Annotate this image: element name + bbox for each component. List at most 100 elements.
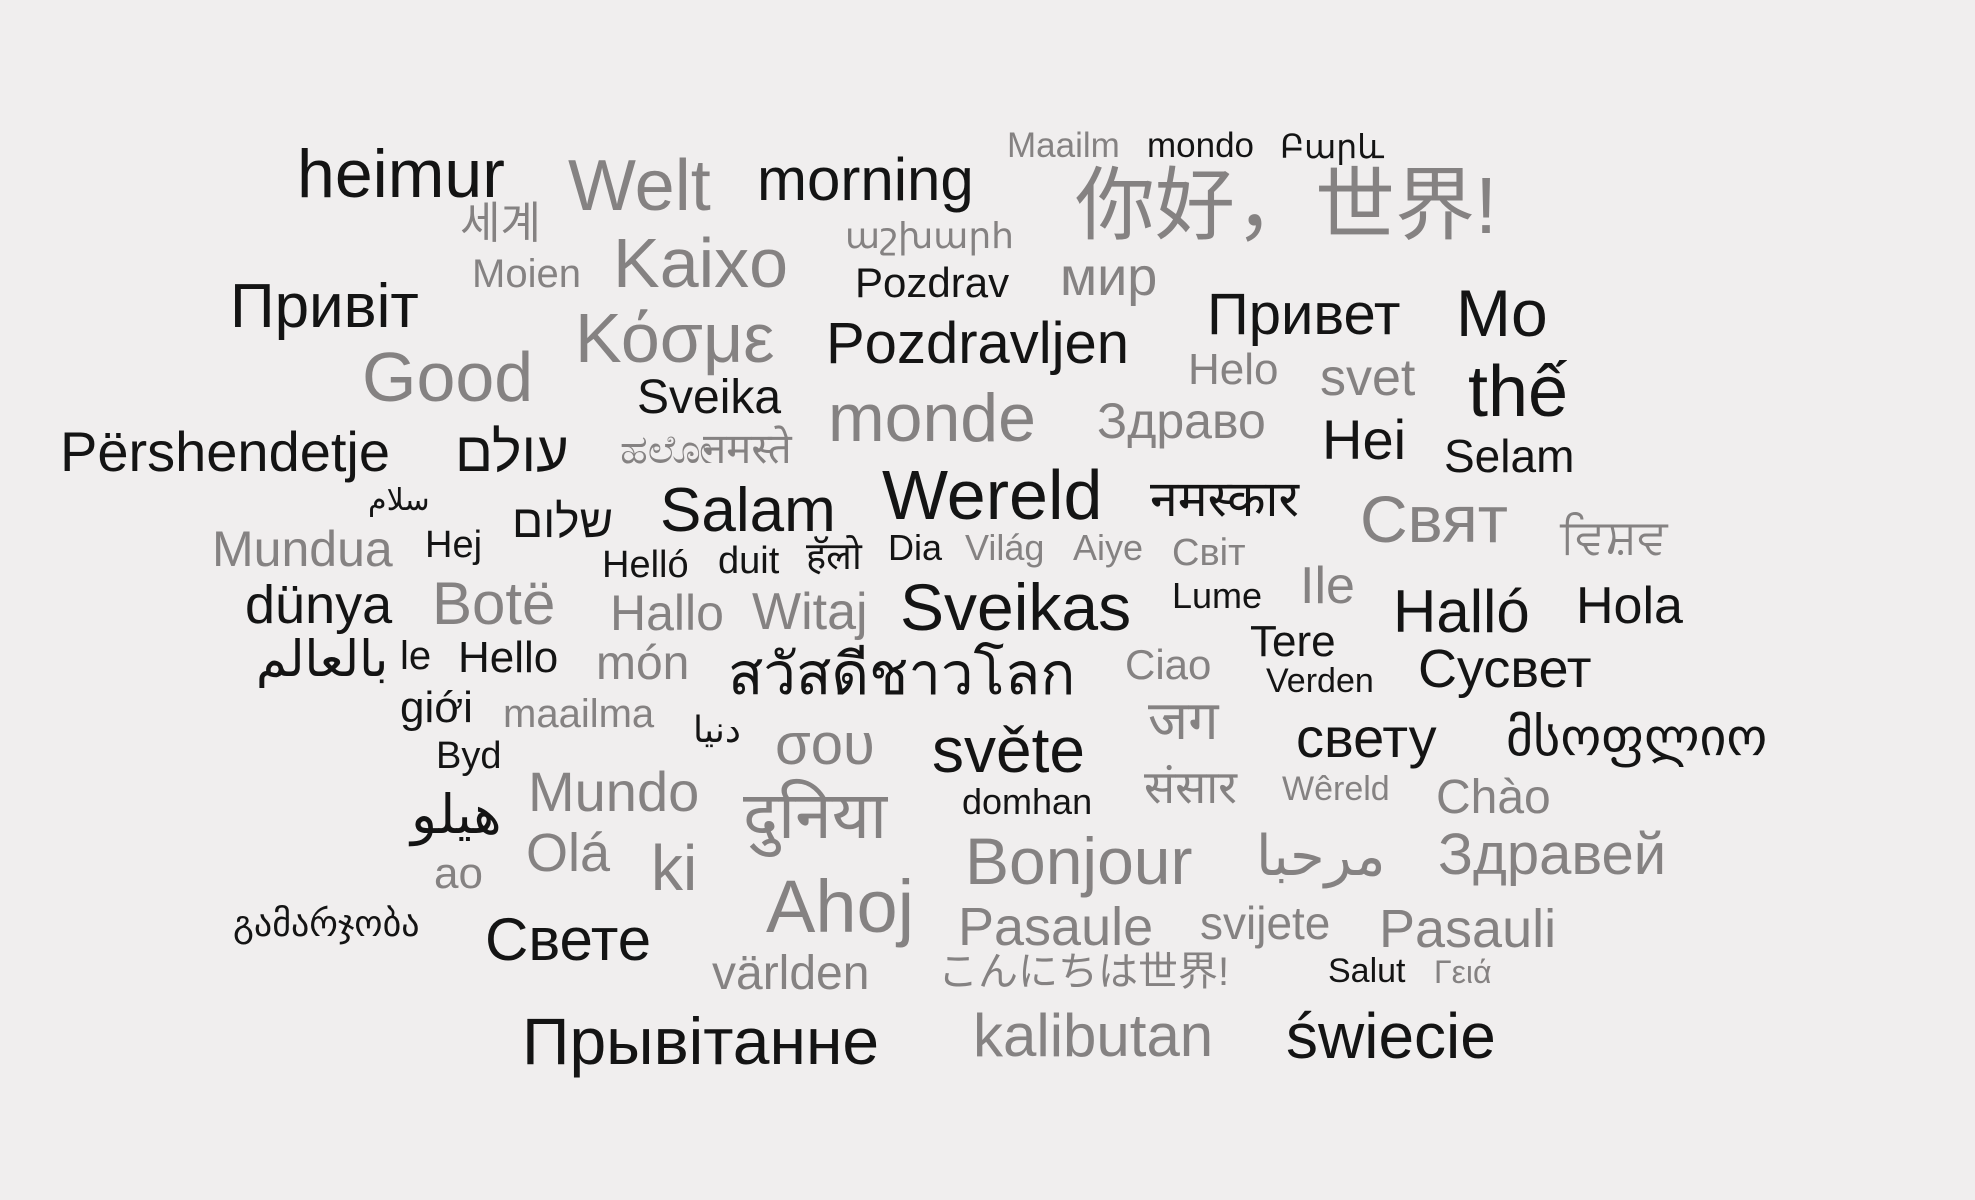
word-ola: Olá — [526, 823, 611, 883]
word-korean-segye: 세계 — [460, 199, 541, 248]
word-ahoj: Ahoj — [766, 865, 915, 948]
word-svet: svet — [1320, 349, 1416, 407]
word-kannada-halo: ಹಲೋ — [620, 428, 713, 472]
word-maailma: maailma — [503, 692, 655, 736]
word-persian-donya: دنیا — [693, 709, 741, 750]
word-ao: ao — [434, 849, 483, 898]
word-hebrew-olam: עולם — [455, 420, 569, 483]
word-bote: Botë — [432, 570, 556, 637]
word-armenian-ashkharh: աշխարհ — [845, 215, 1014, 256]
word-sveikas: Sveikas — [900, 570, 1132, 644]
word-pryvit: Привіт — [230, 272, 419, 341]
word-helo: Helo — [1188, 345, 1279, 394]
word-kosme: Κόσμε — [575, 299, 775, 377]
word-svete-macedonian: Свете — [485, 906, 652, 973]
word-dunya: dünya — [245, 575, 393, 635]
word-monde: monde — [828, 380, 1036, 456]
word-hindi-sansar: संसार — [1144, 761, 1237, 813]
word-heimur: heimur — [297, 136, 505, 212]
word-susvet: Сусвет — [1418, 639, 1592, 699]
word-armenian-barev: Բարև — [1280, 128, 1384, 165]
word-pershendetje: Përshendetje — [60, 420, 391, 483]
word-kaixo: Kaixo — [613, 224, 789, 302]
word-good: Good — [362, 338, 534, 416]
word-hebrew-shalom: שלום — [512, 495, 614, 547]
word-wereld-afrikaans: Wêreld — [1282, 770, 1390, 808]
word-marathi-namaskar: नमस्कार — [1150, 471, 1299, 527]
word-lume: Lume — [1172, 575, 1263, 616]
word-mir: мир — [1060, 247, 1158, 307]
word-mundo: Mundo — [528, 760, 700, 823]
word-pryvitanne: Прывітанне — [522, 1004, 880, 1078]
word-pozdravljen: Pozdravljen — [826, 311, 1130, 376]
word-thai-sawasdee: สวัสดีชาวโลก — [728, 642, 1076, 707]
word-hei: Hei — [1322, 408, 1407, 471]
word-greek-geia: Γειά — [1434, 954, 1492, 990]
word-varlden: världen — [712, 947, 870, 1000]
word-chinese-hello-world: 你好，世界! — [1075, 161, 1498, 250]
word-ile: Ile — [1300, 557, 1355, 615]
word-the: thế — [1468, 352, 1569, 432]
word-arabic-marhaba: مرحبا — [1256, 824, 1386, 887]
word-mon: món — [596, 637, 690, 690]
word-zdravei: Здравей — [1438, 822, 1667, 887]
word-aiye: Aiye — [1073, 527, 1144, 568]
word-arabic-bilalam: بالعالم — [256, 631, 389, 687]
word-gioi: giới — [400, 683, 473, 732]
word-mundua: Mundua — [212, 521, 393, 577]
word-marathi-jag: जग — [1148, 691, 1219, 751]
word-svyat: Свят — [1360, 482, 1508, 556]
word-kurdish-hello: هيلو — [411, 785, 502, 845]
word-hello-hungarian: Helló — [602, 544, 689, 586]
word-sveika: Sveika — [637, 371, 782, 424]
word-hello: Hello — [458, 633, 559, 682]
word-ki: ki — [651, 832, 698, 904]
word-selam: Selam — [1444, 430, 1575, 482]
word-vilag: Világ — [965, 527, 1045, 568]
word-mo: Mo — [1456, 276, 1548, 350]
word-georgian-msoplio: მსოფლიო — [1506, 709, 1768, 767]
word-hindi-namaste: नमस्ते — [703, 425, 792, 472]
word-witaj: Witaj — [752, 583, 868, 641]
word-hallo: Hallo — [610, 585, 724, 641]
word-svete: světe — [932, 714, 1085, 786]
word-welt: Welt — [568, 146, 711, 226]
word-chao: Chào — [1436, 771, 1551, 824]
word-japanese-konnichiwa: こんにちは世界! — [938, 950, 1230, 994]
word-zdravo: Здраво — [1097, 393, 1266, 449]
word-pasauli: Pasauli — [1379, 899, 1557, 959]
word-bonjour: Bonjour — [965, 824, 1193, 898]
word-byd: Byd — [436, 735, 502, 777]
word-privet: Привет — [1207, 282, 1401, 347]
word-verden: Verden — [1266, 662, 1374, 700]
word-greek-sou: σου — [775, 712, 875, 777]
word-hallo-icelandic: Halló — [1393, 578, 1530, 645]
word-kalibutan: kalibutan — [973, 1002, 1214, 1069]
word-svijete: svijete — [1200, 897, 1331, 949]
word-swiecie: świecie — [1286, 1000, 1496, 1072]
word-punjabi-vishv: ਵਿਸ਼ਵ — [1560, 511, 1668, 564]
word-ciao: Ciao — [1125, 641, 1212, 688]
word-hej: Hej — [425, 524, 483, 566]
word-marathi-helo: हॅलो — [806, 536, 862, 578]
word-hola: Hola — [1576, 577, 1683, 635]
word-mondo: mondo — [1147, 126, 1255, 165]
word-tere: Tere — [1250, 617, 1336, 666]
word-morning: morning — [757, 146, 974, 213]
word-hindi-duniya: दुनिया — [743, 778, 888, 852]
word-svit: Світ — [1172, 532, 1246, 574]
word-domhan: domhan — [962, 781, 1093, 822]
word-wereld: Wereld — [882, 456, 1103, 534]
word-persian-salam: سلام — [368, 484, 430, 517]
word-maailm: Maailm — [1007, 126, 1120, 165]
word-pasaule: Pasaule — [958, 897, 1154, 957]
word-duit: duit — [718, 540, 780, 582]
word-pozdrav: Pozdrav — [855, 259, 1010, 306]
word-le: le — [400, 634, 432, 678]
word-moien: Moien — [472, 252, 581, 296]
word-salam: Salam — [660, 476, 836, 545]
word-dia: Dia — [888, 527, 943, 568]
word-salut: Salut — [1328, 952, 1406, 990]
word-georgian-gamarjoba: გამარჯობა — [233, 903, 420, 944]
